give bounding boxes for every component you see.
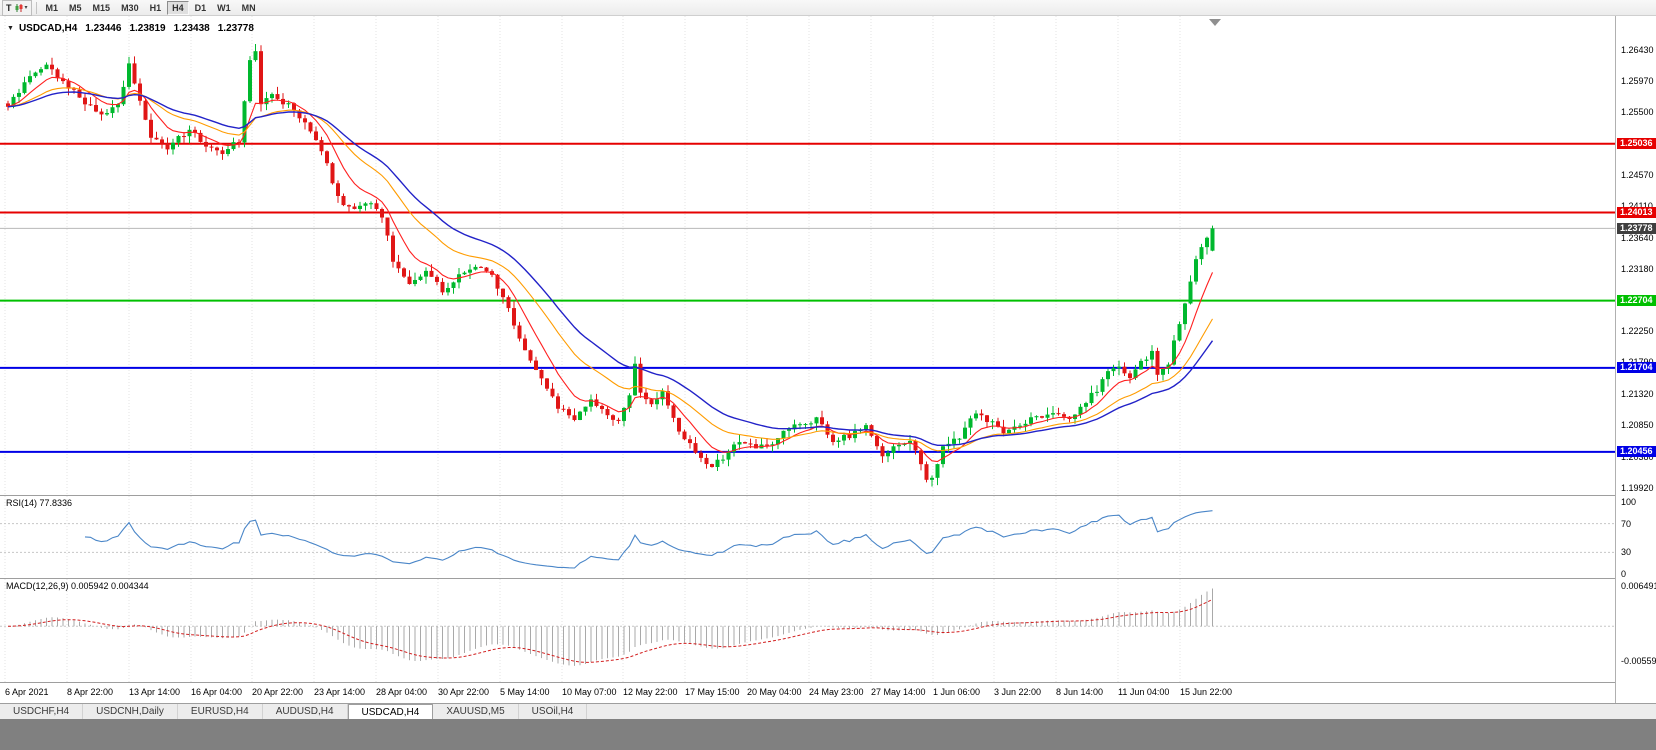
- time-label: 30 Apr 22:00: [438, 687, 490, 697]
- time-label: 15 Jun 22:00: [1180, 687, 1233, 697]
- price-tick: 1.20850: [1621, 420, 1654, 430]
- hline-price-label[interactable]: 1.25036: [1617, 138, 1656, 149]
- tab-eurusd-h4[interactable]: EURUSD,H4: [178, 704, 263, 719]
- hline-price-label[interactable]: 1.20456: [1617, 446, 1656, 457]
- chart-title: ▼ USDCAD,H4 1.23446 1.23819 1.23438 1.23…: [7, 23, 254, 34]
- price-tick: 1.23640: [1621, 233, 1654, 243]
- macd-indicator-label: MACD(12,26,9) 0.005942 0.004344: [6, 581, 149, 591]
- price-tick: 1.20380: [1621, 452, 1654, 462]
- rsi-scale-label: 70: [1621, 519, 1632, 529]
- chart-templates-label: T: [6, 2, 12, 13]
- timeframe-toolbar: M1 M5 M15 M30 H1 H4 D1 W1 MN: [41, 0, 261, 15]
- toolbar: T ▾ M1 M5 M15 M30 H1 H4 D1 W1 MN: [0, 0, 1656, 16]
- tab-usdchf-h4[interactable]: USDCHF,H4: [0, 704, 84, 719]
- bid-price-label: 1.23778: [1617, 223, 1656, 234]
- time-label: 20 May 04:00: [747, 687, 802, 697]
- hline-price-label[interactable]: 1.24013: [1617, 207, 1656, 218]
- price-tick: 1.25970: [1621, 76, 1654, 86]
- time-label: 27 May 14:00: [871, 687, 926, 697]
- time-label: 5 May 14:00: [500, 687, 550, 697]
- time-label: 11 Jun 04:00: [1118, 687, 1170, 697]
- chart-templates-button[interactable]: T ▾: [2, 0, 32, 16]
- price-tick: 1.25500: [1621, 107, 1654, 117]
- tab-usdcad-h4[interactable]: USDCAD,H4: [347, 704, 434, 719]
- macd-scale-max: 0.006491: [1621, 581, 1656, 591]
- tab-usdcnh-daily[interactable]: USDCNH,Daily: [83, 704, 178, 719]
- collapse-arrow-icon[interactable]: ▼: [7, 25, 14, 32]
- time-label: 12 May 22:00: [623, 687, 678, 697]
- time-label: 13 Apr 14:00: [129, 687, 181, 697]
- time-label: 8 Jun 14:00: [1056, 687, 1104, 697]
- ohlc-open: 1.23446: [85, 23, 122, 34]
- time-label: 1 Jun 06:00: [933, 687, 981, 697]
- chart-shift-marker: [1209, 19, 1221, 26]
- time-label: 28 Apr 04:00: [376, 687, 428, 697]
- price-tick: 1.19920: [1621, 483, 1654, 493]
- rsi-scale-label: 30: [1621, 547, 1632, 557]
- time-label: 3 Jun 22:00: [994, 687, 1042, 697]
- ohlc-high: 1.23819: [129, 23, 166, 34]
- hline-price-label[interactable]: 1.21704: [1617, 362, 1656, 373]
- timeframe-m1[interactable]: M1: [45, 2, 59, 13]
- rsi-scale-label: 100: [1621, 497, 1637, 507]
- timeframe-h4[interactable]: H4: [167, 0, 189, 15]
- candlestick-chart-icon: [15, 3, 22, 12]
- time-label: 24 May 23:00: [809, 687, 864, 697]
- timeframe-h1[interactable]: H1: [149, 2, 162, 13]
- tab-usoil-h4[interactable]: USOil,H4: [519, 704, 588, 719]
- time-axis[interactable]: 6 Apr 2021 8 Apr 22:00 13 Apr 14:00 16 Apr …: [0, 683, 1615, 703]
- price-tick: 1.22250: [1621, 326, 1654, 336]
- price-tick: 1.24570: [1621, 170, 1654, 180]
- hline-price-label[interactable]: 1.22704: [1617, 295, 1656, 306]
- tab-audusd-h4[interactable]: AUDUSD,H4: [263, 704, 348, 719]
- time-label: 10 May 07:00: [562, 687, 617, 697]
- price-tick: 1.26430: [1621, 45, 1654, 55]
- price-tick: 1.24110: [1621, 201, 1653, 211]
- time-label: 23 Apr 14:00: [314, 687, 366, 697]
- chart-tab-bar: USDCHF,H4 USDCNH,Daily EURUSD,H4 AUDUSD,H4 U…: [0, 703, 1656, 719]
- ohlc-close: 1.23778: [217, 23, 254, 34]
- timeframe-m5[interactable]: M5: [69, 2, 82, 13]
- time-label: 8 Apr 22:00: [67, 687, 114, 697]
- timeframe-m15[interactable]: M15: [92, 2, 111, 13]
- timeframe-m30[interactable]: M30: [121, 2, 139, 13]
- time-label: 6 Apr 2021: [5, 687, 49, 697]
- price-tick: 1.23180: [1621, 264, 1654, 274]
- timeframe-mn[interactable]: MN: [241, 2, 256, 13]
- time-label: 16 Apr 04:00: [191, 687, 243, 697]
- toolbar-separator: [35, 1, 37, 14]
- rsi-indicator-label: RSI(14) 77.8336: [6, 498, 73, 508]
- timeframe-d1[interactable]: D1: [194, 2, 207, 13]
- tab-xauusd-m5[interactable]: XAUUSD,M5: [433, 704, 519, 719]
- time-label: 20 Apr 22:00: [252, 687, 304, 697]
- price-tick: 1.21320: [1621, 389, 1654, 399]
- time-label: 17 May 15:00: [685, 687, 740, 697]
- price-axis[interactable]: 1.264301.259701.255001.250301.245701.241…: [1615, 16, 1656, 703]
- status-strip: [0, 719, 1656, 750]
- chevron-down-icon: ▾: [24, 5, 28, 11]
- ohlc-low: 1.23438: [173, 23, 210, 34]
- timeframe-w1[interactable]: W1: [217, 2, 231, 13]
- chart-symbol-label: USDCAD,H4: [18, 23, 78, 34]
- rsi-scale-label: 0: [1621, 569, 1627, 579]
- macd-scale-min: -0.005593: [1621, 656, 1656, 666]
